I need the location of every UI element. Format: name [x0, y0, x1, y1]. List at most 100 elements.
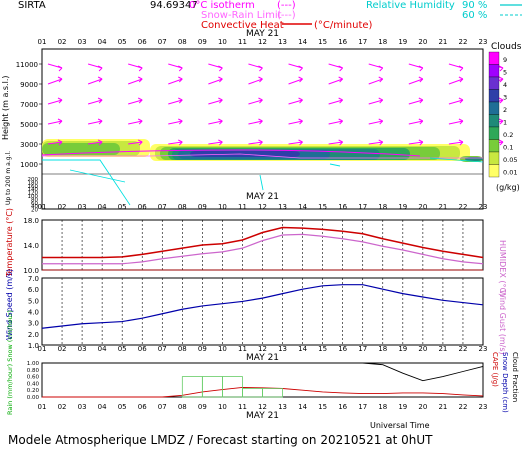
- wind-arrowhead: [258, 76, 263, 83]
- hour-label-bottom: 14: [298, 403, 307, 411]
- lower-ytick: 120: [28, 191, 39, 197]
- legend-convective-unit: (°C/minute): [314, 20, 373, 31]
- hour-label-mid: 20: [418, 203, 427, 211]
- lower-ytick: 60: [31, 201, 38, 207]
- colorbar-label: 4: [503, 81, 507, 89]
- hour-label-bottom: 16: [338, 403, 347, 411]
- hour-label-bottom: 12: [258, 403, 267, 411]
- wind-arrowhead: [57, 118, 63, 125]
- wind-arrowhead: [258, 65, 263, 72]
- wind-arrowhead: [97, 139, 103, 146]
- hour-label-mid: 06: [138, 203, 147, 211]
- legend-relative-humidity: Relative Humidity: [366, 0, 455, 11]
- wind-arrowhead: [458, 65, 464, 72]
- hour-label-top: 05: [118, 38, 127, 46]
- upper-ylabel: Height (m a.s.l.): [1, 76, 10, 141]
- wind-arrow: [208, 120, 223, 125]
- colorbar-cell: [488, 164, 500, 178]
- wind-arrowhead: [418, 76, 424, 83]
- wind-arrowhead: [57, 97, 63, 104]
- lower-ytick: 140: [28, 187, 39, 193]
- colorbar-cell: [488, 89, 500, 103]
- hour-label-top: 02: [58, 38, 67, 46]
- hour-label-mid: 11: [238, 203, 247, 211]
- hour-label-top: 14: [298, 38, 307, 46]
- hour-label-low: 08: [178, 345, 187, 353]
- hour-label-mid: 14: [298, 203, 307, 211]
- wind-arrowhead: [498, 97, 504, 104]
- wind-ytick: 5.0: [28, 297, 39, 305]
- rain-ytick: 0.40: [27, 381, 40, 387]
- colorbar-cell: [488, 139, 500, 153]
- date-label-top: MAY 21: [246, 29, 279, 39]
- date-label-bottom: MAY 21: [246, 411, 279, 421]
- wind-ytick: 3.0: [28, 320, 39, 328]
- wind-arrowhead: [498, 76, 504, 83]
- lower-ytick: 40: [31, 204, 38, 210]
- colorbar-cell: [488, 64, 500, 78]
- snow-rain-line: [41, 149, 421, 157]
- wind-arrowhead: [378, 76, 384, 83]
- hour-label-low: 15: [318, 345, 327, 353]
- wind-arrowhead: [258, 97, 263, 104]
- hour-label-bottom: 09: [198, 403, 207, 411]
- hour-label-top: 03: [78, 38, 87, 46]
- wind-arrowhead: [338, 97, 343, 104]
- wind-arrowhead: [97, 65, 103, 72]
- wind-arrowhead: [298, 118, 303, 125]
- wind-arrowhead: [137, 139, 143, 146]
- lower-ytick: 180: [28, 180, 39, 186]
- upper-ytick: 3000: [20, 141, 38, 149]
- upper-ytick: 11000: [16, 61, 38, 69]
- rain-bar: [262, 388, 283, 398]
- wind-arrow: [448, 120, 464, 125]
- humidity-contour-2: [69, 157, 484, 183]
- hour-label-top: 09: [198, 38, 207, 46]
- upper-ytick: 7000: [20, 101, 38, 109]
- rain-ylabel-right-2: Snow Depth (cm): [501, 352, 509, 413]
- cloud-colorbar: 9 5 4 3 2 1 0.2 0.1 0.05 0.01: [488, 51, 517, 178]
- lower-ylabel: Up to 200 m a.g.l.: [5, 151, 12, 205]
- hour-label-mid: 07: [158, 203, 167, 211]
- rain-panel: 1.000.800.600.400.200.00: [27, 361, 484, 401]
- wind-arrowhead: [218, 76, 223, 83]
- wind-arrowhead: [338, 139, 343, 146]
- wind-arrow: [47, 120, 63, 125]
- wind-arrowhead: [298, 97, 303, 104]
- wind-arrow: [408, 99, 423, 105]
- wind-arrow: [168, 141, 183, 145]
- hour-label-top: 21: [438, 38, 447, 46]
- wind-arrowhead: [178, 65, 183, 72]
- rain-ytick: 0.00: [27, 395, 40, 401]
- hour-label-low: 14: [298, 345, 307, 353]
- hour-label-bottom: 08: [178, 403, 187, 411]
- wind-arrowhead: [418, 65, 424, 72]
- wind-ytick: 1.0: [28, 342, 39, 350]
- hour-label-bottom: 18: [378, 403, 387, 411]
- wind-arrow: [248, 78, 263, 85]
- hour-label-bottom: 05: [118, 403, 127, 411]
- wind-arrow: [208, 78, 223, 85]
- upper-ytick: 1000: [20, 161, 38, 169]
- humidity-contour: [42, 159, 341, 206]
- wind-arrowhead: [178, 76, 183, 83]
- wind-arrowhead: [57, 139, 63, 146]
- hour-label-mid: 03: [78, 203, 87, 211]
- colorbar-label: 0.01: [503, 169, 517, 177]
- colorbar-label: 0.1: [503, 144, 513, 152]
- wind-arrow: [248, 141, 263, 145]
- wind-ylabel-left: Wind Speed (m/s): [5, 269, 14, 340]
- wind-arrowhead: [137, 65, 143, 72]
- wind-arrowhead: [178, 139, 183, 146]
- hour-label-low: 18: [378, 345, 387, 353]
- wind-arrowhead: [498, 139, 504, 146]
- hour-label-bottom: 07: [158, 403, 167, 411]
- wind-ytick: 6.0: [28, 286, 39, 294]
- colorbar-label: 0.2: [503, 131, 513, 139]
- wind-panel: 7.0 6.0 5.0 4.0 3.0 2.0 1.0: [28, 275, 484, 350]
- temp-series-humidex: [42, 233, 484, 265]
- wind-arrow: [168, 120, 183, 125]
- hour-label-bottom: 19: [398, 403, 407, 411]
- wind-arrow: [408, 141, 423, 145]
